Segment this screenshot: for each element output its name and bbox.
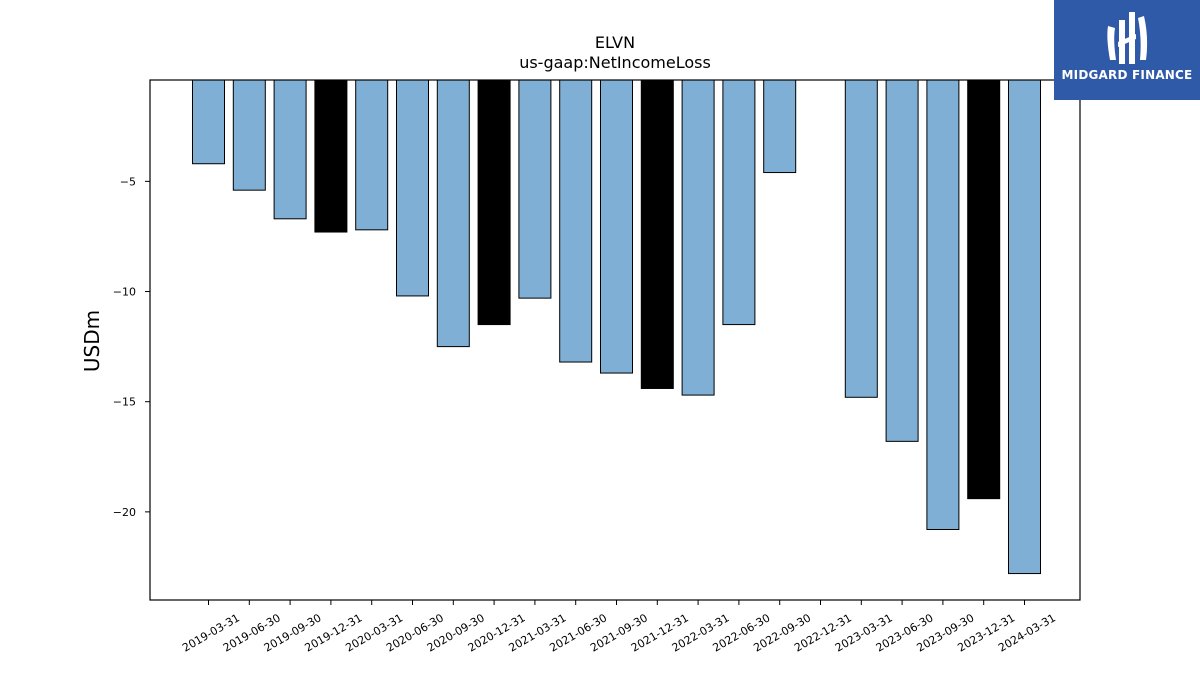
y-axis-ticks: −5 −10 −15 −20: [113, 175, 150, 519]
bar-2020-12-31: [477, 79, 511, 326]
bar-2020-09-30: [436, 79, 470, 348]
y-tick-label: −15: [113, 396, 136, 409]
x-axis-ticks: 2019-03-312019-06-302019-09-302019-12-31…: [180, 600, 1058, 655]
bar-2021-06-30: [559, 79, 593, 363]
bar-2020-06-30: [396, 79, 429, 297]
chart-title: ELVN: [595, 33, 635, 52]
bar-2019-09-30: [273, 79, 307, 220]
y-tick-label: −20: [113, 506, 136, 519]
bar-2022-03-31: [681, 79, 715, 396]
bar-2019-06-30: [232, 79, 266, 191]
bar-2024-03-31: [1008, 79, 1041, 575]
bar-2023-03-31: [844, 79, 878, 398]
bar-2020-03-31: [355, 79, 389, 231]
y-tick-label: −10: [113, 286, 136, 299]
bar-2021-09-30: [600, 79, 633, 374]
bar-2023-09-30: [926, 79, 960, 530]
bar-2021-03-31: [518, 79, 552, 299]
bar-2019-12-31: [314, 79, 348, 233]
bar-2022-06-30: [722, 79, 756, 326]
bar-2023-12-31: [967, 79, 1001, 500]
midgard-logo-icon: [1107, 12, 1148, 64]
y-tick-label: −5: [120, 175, 136, 188]
bar-2022-09-30: [763, 79, 797, 174]
plot-frame: [149, 79, 1081, 601]
chart-subtitle: us-gaap:NetIncomeLoss: [519, 53, 711, 72]
bar-2021-12-31: [640, 79, 674, 389]
bar-2019-03-31: [192, 79, 225, 165]
bar-2023-06-30: [885, 79, 919, 442]
bars-group: [192, 79, 1041, 575]
midgard-finance-logo: MIDGARD FINANCE: [1054, 0, 1200, 100]
y-axis-label: USDm: [80, 310, 104, 372]
logo-text: MIDGARD FINANCE: [1061, 68, 1193, 82]
